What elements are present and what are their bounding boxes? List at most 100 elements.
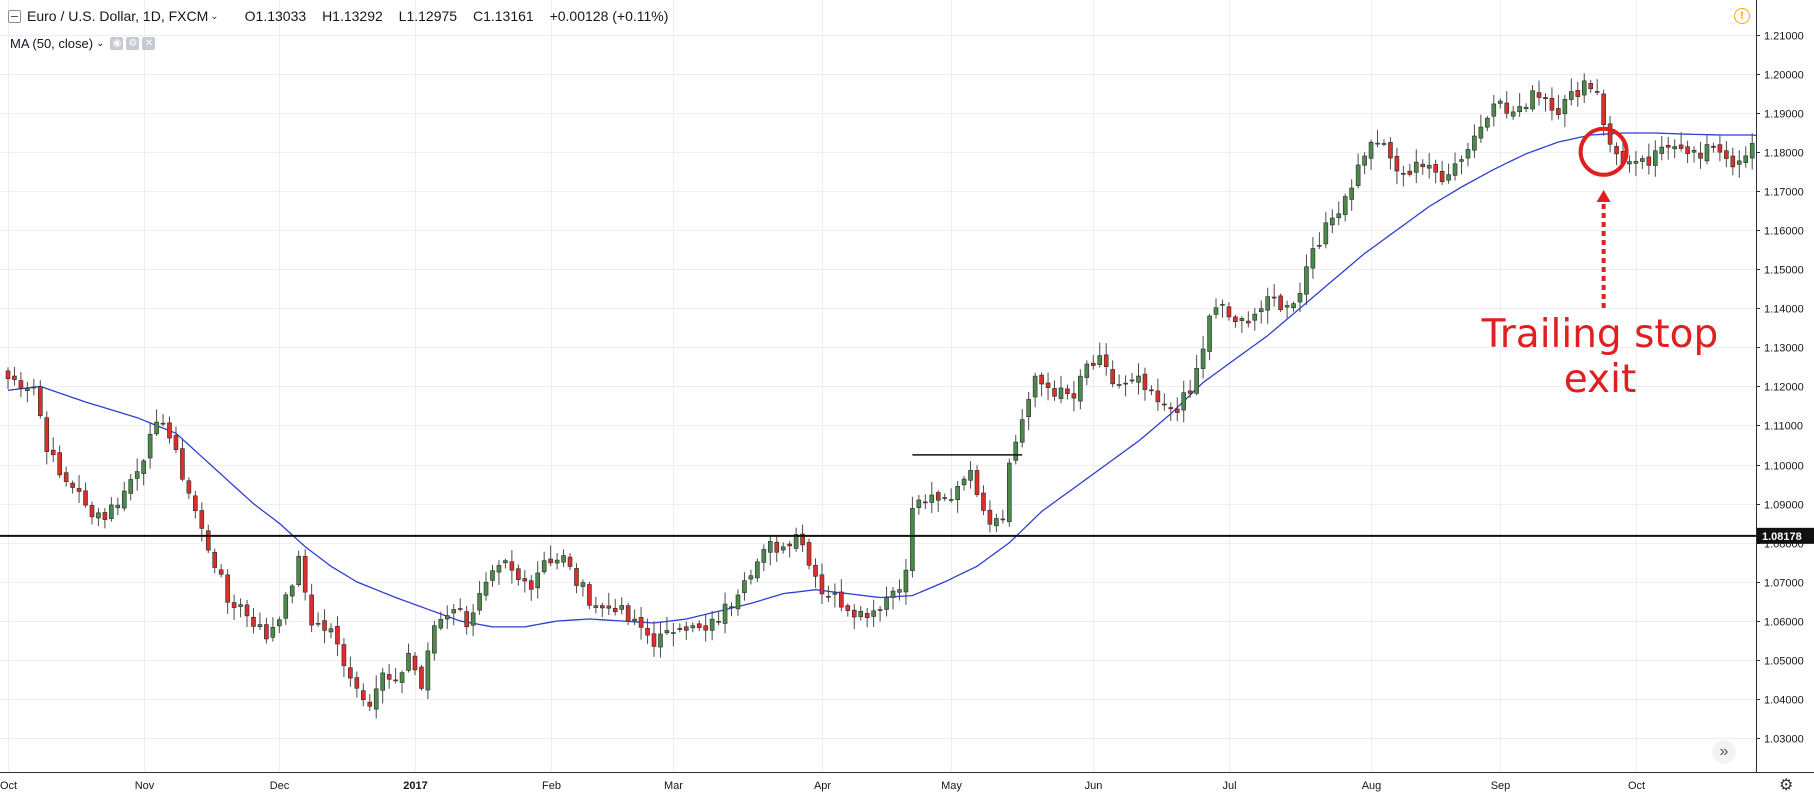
candle-body-down xyxy=(864,613,870,618)
candle-body-up xyxy=(1194,368,1199,394)
candle-body-down xyxy=(1646,156,1652,166)
candle-body-down xyxy=(1420,163,1426,168)
time-tick-label: Jul xyxy=(1222,780,1236,792)
candle xyxy=(1013,434,1019,465)
candle xyxy=(1530,85,1535,112)
candle xyxy=(1097,342,1103,368)
candle-body-down xyxy=(683,626,689,631)
candle-body-up xyxy=(929,494,935,503)
candle-body-up xyxy=(1530,90,1535,110)
candle xyxy=(251,608,256,634)
candle xyxy=(380,668,385,704)
candle-body-up xyxy=(147,433,153,459)
candle xyxy=(160,414,166,427)
candle xyxy=(438,611,444,631)
price-tick-label: 1.10000 xyxy=(1764,461,1804,473)
candle-body-down xyxy=(826,595,831,598)
candle xyxy=(225,569,230,614)
price-tick-label: 1.07000 xyxy=(1764,578,1804,590)
candle-body-up xyxy=(496,565,502,573)
time-tick-label: Jun xyxy=(1085,780,1103,792)
candle-body-down xyxy=(1711,145,1716,148)
candle-body-up xyxy=(1581,80,1587,96)
candle-body-up xyxy=(238,604,243,607)
candle xyxy=(218,563,224,578)
candle-body-up xyxy=(690,625,696,629)
indicator-label[interactable]: MA (50, close) xyxy=(10,35,94,51)
candle xyxy=(1724,141,1729,168)
candle xyxy=(961,475,967,491)
candle xyxy=(1304,254,1309,305)
candle xyxy=(1485,116,1490,132)
candle xyxy=(826,585,831,603)
candle-body-up xyxy=(632,618,637,622)
candle-body-up xyxy=(399,672,405,683)
scroll-to-realtime-button[interactable]: » xyxy=(1712,740,1736,764)
candle xyxy=(671,623,676,647)
candle xyxy=(444,605,450,630)
close-icon[interactable]: ✕ xyxy=(142,36,156,50)
candle xyxy=(277,616,282,634)
candle xyxy=(767,536,773,566)
candle-body-down xyxy=(354,677,360,689)
time-axis[interactable]: Oct Nov Dec 2017 Feb Mar Apr May Jun Jul Aug Sep Oct xyxy=(0,772,1814,793)
candle-body-up xyxy=(535,572,541,589)
eye-icon[interactable]: ◉ xyxy=(110,36,124,50)
candle xyxy=(167,416,172,444)
candle xyxy=(942,493,948,502)
candle-body-up xyxy=(1239,318,1245,321)
price-tick-label: 1.19000 xyxy=(1764,109,1804,121)
candle-body-up xyxy=(1426,164,1432,169)
candle xyxy=(44,411,50,465)
candle-body-up xyxy=(154,421,159,435)
candle-body-up xyxy=(561,555,566,563)
candle-body-up xyxy=(1006,462,1012,522)
candle xyxy=(890,586,896,610)
candle xyxy=(1420,159,1426,175)
candle-body-down xyxy=(600,605,605,609)
candle xyxy=(1071,380,1077,412)
price-axis[interactable]: 1.21000 1.20000 1.19000 1.18000 1.17000 1.160… xyxy=(1756,0,1814,772)
candle xyxy=(115,497,121,516)
gear-icon[interactable]: ⚙ xyxy=(1779,777,1794,794)
candle xyxy=(651,621,657,657)
chevron-down-icon[interactable]: ⌄ xyxy=(210,10,219,22)
candle xyxy=(793,527,799,552)
candle xyxy=(1549,87,1555,121)
candle-body-up xyxy=(1032,375,1038,398)
candle xyxy=(1691,146,1697,163)
candle-body-up xyxy=(1000,518,1006,521)
settings-icon[interactable]: ⚙ xyxy=(126,36,140,50)
candle xyxy=(76,475,82,503)
candle-body-up xyxy=(658,633,663,648)
candle-body-down xyxy=(102,512,108,520)
candle xyxy=(1659,136,1665,161)
candle xyxy=(477,580,482,615)
chevron-down-icon[interactable]: ⌄ xyxy=(96,37,105,49)
candle xyxy=(1246,311,1251,328)
candle xyxy=(1646,143,1652,175)
candle-body-down xyxy=(1665,145,1671,148)
candle xyxy=(1317,232,1322,250)
candle-body-up xyxy=(593,605,599,608)
warning-icon[interactable]: ! xyxy=(1734,8,1750,24)
candle-body-up xyxy=(671,632,676,634)
candle-body-down xyxy=(322,620,327,631)
collapse-icon[interactable] xyxy=(8,9,21,23)
candle-body-up xyxy=(141,460,146,474)
candle xyxy=(367,694,373,712)
candle-body-down xyxy=(813,564,818,577)
candle xyxy=(1149,385,1154,396)
candle xyxy=(1065,384,1070,400)
candle-body-down xyxy=(225,574,230,603)
candle xyxy=(1200,336,1206,379)
candle-body-down xyxy=(1162,403,1167,406)
candle-body-down xyxy=(244,604,250,617)
annotation-line1: Trailing stop xyxy=(1481,312,1719,357)
candle-body-up xyxy=(541,560,547,573)
candle-body-up xyxy=(490,570,495,581)
price-tick-label: 1.09000 xyxy=(1764,500,1804,512)
symbol-title[interactable]: Euro / U.S. Dollar, 1D, FXCM xyxy=(27,8,209,24)
time-tick-label: Nov xyxy=(135,780,155,792)
